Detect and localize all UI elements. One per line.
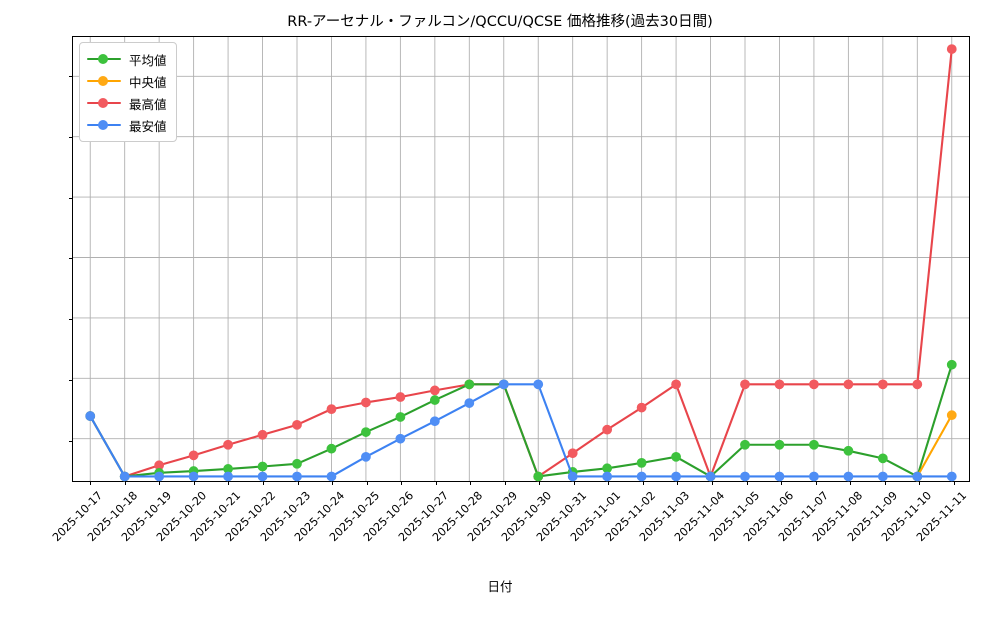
legend-label: 平均値 bbox=[129, 52, 167, 68]
x-tick-mark bbox=[262, 481, 264, 485]
x-tick-mark bbox=[850, 481, 852, 485]
legend-item-2[interactable]: 最高値 bbox=[87, 92, 167, 114]
x-tick-mark bbox=[159, 481, 161, 485]
x-tick-mark bbox=[953, 481, 955, 485]
legend-item-1[interactable]: 中央値 bbox=[87, 70, 167, 92]
legend-marker-dot bbox=[98, 120, 108, 130]
x-tick-mark bbox=[539, 481, 541, 485]
legend-marker-dot bbox=[98, 98, 108, 108]
x-tick-mark bbox=[573, 481, 575, 485]
x-tick-mark bbox=[435, 481, 437, 485]
y-tick-mark bbox=[69, 258, 73, 260]
x-axis-label: 日付 bbox=[487, 579, 513, 594]
series-2 bbox=[85, 44, 957, 482]
legend-marker-dot bbox=[98, 54, 108, 64]
x-tick-mark bbox=[919, 481, 921, 485]
y-tick-mark bbox=[69, 440, 73, 442]
legend-swatch-icon bbox=[87, 118, 121, 132]
x-tick-mark bbox=[297, 481, 299, 485]
x-tick-mark bbox=[711, 481, 713, 485]
series-3 bbox=[85, 379, 957, 482]
x-tick-mark bbox=[608, 481, 610, 485]
chart-title: RR-アーセナル・ファルコン/QCCU/QCSE 価格推移(過去30日間) bbox=[287, 14, 713, 30]
series-0 bbox=[85, 359, 957, 482]
x-tick-mark bbox=[124, 481, 126, 485]
x-tick-mark bbox=[470, 481, 472, 485]
x-tick-mark bbox=[504, 481, 506, 485]
x-tick-mark bbox=[781, 481, 783, 485]
x-tick-mark bbox=[677, 481, 679, 485]
x-tick-mark bbox=[401, 481, 403, 485]
legend-item-3[interactable]: 最安値 bbox=[87, 114, 167, 136]
legend-label: 中央値 bbox=[129, 74, 167, 90]
x-tick-mark bbox=[815, 481, 817, 485]
x-tick-mark bbox=[228, 481, 230, 485]
x-tick-mark bbox=[746, 481, 748, 485]
legend-marker-dot bbox=[98, 76, 108, 86]
y-tick-mark bbox=[69, 379, 73, 381]
y-tick-mark bbox=[69, 319, 73, 321]
legend-swatch-icon bbox=[87, 74, 121, 88]
x-tick-mark bbox=[193, 481, 195, 485]
legend-item-0[interactable]: 平均値 bbox=[87, 48, 167, 70]
chart-figure: RR-アーセナル・ファルコン/QCCU/QCSE 価格推移(過去30日間) 値 … bbox=[50, 14, 970, 594]
data-series-layer bbox=[85, 44, 957, 482]
y-tick-mark bbox=[69, 137, 73, 139]
legend-swatch-icon bbox=[87, 96, 121, 110]
y-tick-mark bbox=[69, 197, 73, 199]
y-tick-mark bbox=[69, 76, 73, 78]
x-tick-mark bbox=[642, 481, 644, 485]
legend-label: 最安値 bbox=[129, 118, 167, 134]
x-tick-mark bbox=[90, 481, 92, 485]
legend-swatch-icon bbox=[87, 52, 121, 66]
x-tick-mark bbox=[366, 481, 368, 485]
x-tick-mark bbox=[332, 481, 334, 485]
x-tick-mark bbox=[884, 481, 886, 485]
chart-legend: 平均値中央値最高値最安値 bbox=[79, 42, 177, 142]
plot-area: 60080010001200140016001800 2025-10-17202… bbox=[50, 36, 970, 544]
legend-label: 最高値 bbox=[129, 96, 167, 112]
